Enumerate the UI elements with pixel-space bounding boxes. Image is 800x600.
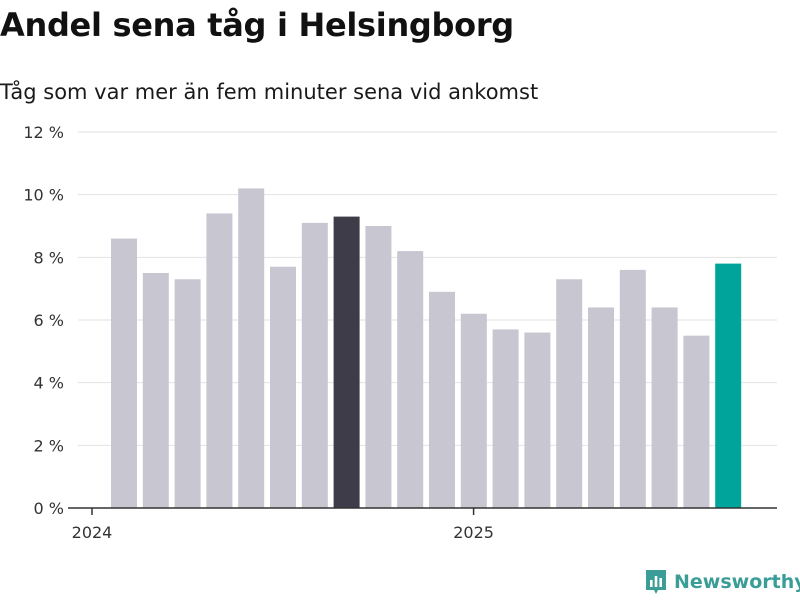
y-tick-label: 4 %	[34, 374, 64, 393]
bar-2024-10	[397, 251, 424, 509]
brand-logo: Newsworthy	[644, 568, 800, 596]
chart-subtitle: Tåg som var mer än fem minuter sena vid …	[0, 80, 539, 104]
bar-2024-04	[206, 213, 233, 508]
bar-2024-03	[174, 279, 201, 508]
bar-2024-07	[301, 222, 328, 508]
y-tick-label: 10 %	[23, 186, 64, 205]
y-tick-label: 2 %	[34, 436, 64, 455]
bar-2025-01	[492, 329, 519, 508]
y-tick-label: 12 %	[23, 123, 64, 142]
brand-name: Newsworthy	[674, 571, 800, 593]
bar-2025-04	[588, 307, 614, 508]
y-tick-label: 8 %	[34, 248, 64, 267]
bar-2024-12	[460, 313, 487, 508]
bar-2025-06	[651, 307, 678, 508]
bar-2025-03	[556, 279, 583, 508]
bar-2025-08	[715, 263, 742, 508]
bar-2024-01	[111, 238, 137, 509]
x-axis-ticks: 2024 2025	[72, 508, 494, 542]
bar-2025-05	[619, 269, 646, 508]
bar-2025-02	[524, 332, 551, 508]
bar-2024-05	[238, 188, 265, 508]
bar-2025-07	[683, 335, 710, 508]
y-tick-label: 6 %	[34, 311, 64, 330]
y-axis-ticks: 0 % 2 % 4 % 6 % 8 % 10 % 12 %	[23, 123, 64, 518]
newsworthy-logo-icon	[646, 570, 666, 594]
bar-2024-08	[333, 216, 360, 508]
bar-2024-09	[365, 226, 392, 508]
x-tick-label: 2024	[72, 523, 113, 542]
y-tick-label: 0 %	[34, 499, 64, 518]
bar-2024-11	[429, 291, 455, 508]
bars	[111, 188, 742, 509]
x-tick-label: 2025	[453, 523, 494, 542]
bar-2024-06	[270, 266, 296, 508]
chart-title: Andel sena tåg i Helsingborg	[0, 6, 514, 44]
bar-2024-02	[142, 273, 169, 508]
